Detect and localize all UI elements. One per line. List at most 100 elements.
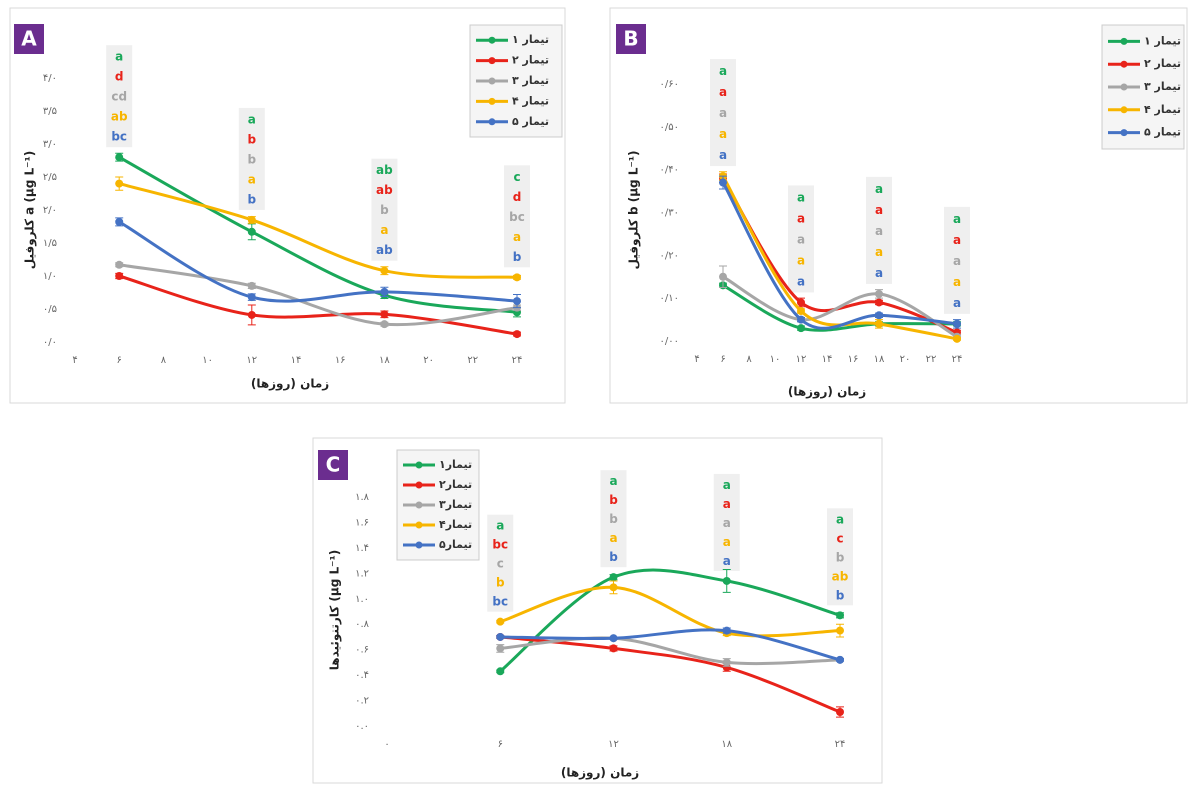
panel-label: C	[326, 453, 341, 477]
significance-letter: a	[719, 64, 727, 78]
y-tick-label: ۰/۳۰	[660, 208, 679, 219]
significance-letter: a	[380, 223, 388, 237]
significance-letter: a	[496, 519, 504, 533]
panel-badge	[616, 24, 646, 54]
data-point	[722, 658, 731, 667]
y-tick-label: ۰.۶	[355, 645, 369, 656]
panel-label: A	[21, 27, 37, 51]
data-point	[115, 260, 124, 269]
data-point	[247, 281, 256, 290]
legend-label: تیمار ۱	[1144, 34, 1181, 47]
data-point	[719, 178, 727, 187]
significance-letter: a	[723, 516, 731, 530]
data-point	[380, 287, 389, 296]
x-tick-label: ۸	[746, 354, 752, 365]
significance-letter: a	[875, 266, 883, 280]
y-tick-label: ۱.۲	[355, 568, 369, 579]
x-axis-title: زمان (روزها)	[788, 385, 866, 400]
data-point	[247, 293, 256, 302]
data-point	[115, 179, 124, 188]
legend-marker	[1120, 129, 1128, 137]
significance-letter: b	[496, 576, 505, 590]
legend-marker	[415, 501, 423, 509]
series-line	[721, 181, 958, 330]
significance-letter: a	[953, 296, 961, 310]
data-point	[875, 311, 883, 320]
data-point	[247, 310, 256, 319]
significance-letter: a	[875, 182, 883, 196]
y-tick-label: ۰/۵	[43, 304, 57, 315]
significance-letter: c	[836, 531, 843, 545]
data-point	[247, 215, 256, 224]
significance-letter: a	[953, 233, 961, 247]
data-point	[797, 298, 805, 307]
y-tick-label: ۰.۸	[355, 619, 370, 630]
series-line	[118, 182, 518, 279]
letter-box	[106, 45, 133, 148]
letter-box	[371, 158, 398, 261]
letter-box	[487, 514, 514, 612]
y-axis-title: کلروفیل b (µg L⁻¹)	[627, 150, 642, 269]
data-point	[380, 310, 389, 319]
panel-badge	[318, 450, 348, 480]
data-point	[836, 708, 844, 717]
significance-letter: b	[248, 152, 257, 166]
y-tick-label: ۳/۰	[43, 139, 57, 150]
x-tick-label: ۱۸	[379, 355, 390, 366]
data-point	[797, 307, 805, 316]
series-line	[118, 220, 518, 303]
data-point	[875, 319, 883, 328]
series-line	[500, 628, 841, 662]
significance-letter: b	[836, 550, 845, 564]
x-tick-label: ۴	[694, 354, 699, 365]
y-tick-label: ۰.۴	[355, 670, 369, 681]
series-line	[118, 155, 518, 314]
data-point	[722, 576, 731, 585]
letter-box	[827, 508, 853, 606]
letter-box	[788, 185, 814, 293]
x-tick-label: ۱۴	[291, 355, 302, 366]
legend-label: تیمار ۵	[1144, 126, 1181, 139]
x-tick-label: ۶	[720, 354, 725, 365]
significance-letter: a	[797, 274, 805, 288]
significance-letter: a	[248, 112, 256, 126]
x-tick-label: ۲۰	[900, 354, 911, 365]
x-tick-label: ۱۶	[335, 355, 346, 366]
data-point	[380, 266, 389, 275]
significance-letter: b	[248, 192, 257, 206]
data-point	[875, 298, 883, 307]
legend-label: تیمار ۳	[512, 74, 549, 87]
y-tick-label: ۴/۰	[43, 73, 57, 84]
legend-marker	[1120, 60, 1128, 68]
legend-label: تیمار۴	[439, 518, 472, 531]
y-tick-label: ۰/۴۰	[660, 165, 679, 176]
data-point	[797, 324, 805, 333]
significance-letter: ab	[376, 243, 393, 257]
data-point	[380, 320, 389, 329]
legend-label: تیمار۳	[439, 498, 472, 511]
data-point	[115, 272, 124, 280]
legend-label: تیمار ۱	[512, 33, 549, 46]
significance-letter: a	[723, 535, 731, 549]
significance-letter: a	[248, 172, 256, 186]
letter-box	[238, 107, 265, 210]
data-point	[496, 644, 505, 653]
legend-marker	[415, 541, 423, 549]
x-tick-label: ۱۰	[770, 354, 781, 365]
legend-label: تیمار۵	[439, 538, 472, 551]
y-tick-label: ۰.۰	[355, 721, 369, 732]
x-tick-label: ۲۲	[467, 355, 478, 366]
y-axis-title: کلروفیل a (µg L⁻¹)	[23, 151, 38, 270]
legend-marker	[488, 36, 496, 44]
significance-letter: a	[875, 203, 883, 217]
y-tick-label: ۱.۴	[355, 543, 369, 554]
letter-box	[600, 470, 627, 568]
y-tick-label: ۰/۱۰	[660, 293, 679, 304]
data-point	[836, 626, 844, 635]
x-tick-label: ۱۲	[246, 355, 257, 366]
series-line	[118, 274, 518, 336]
legend-marker	[488, 97, 496, 105]
data-point	[953, 319, 961, 328]
data-point	[496, 617, 505, 626]
legend-label: تیمار ۵	[512, 115, 549, 128]
